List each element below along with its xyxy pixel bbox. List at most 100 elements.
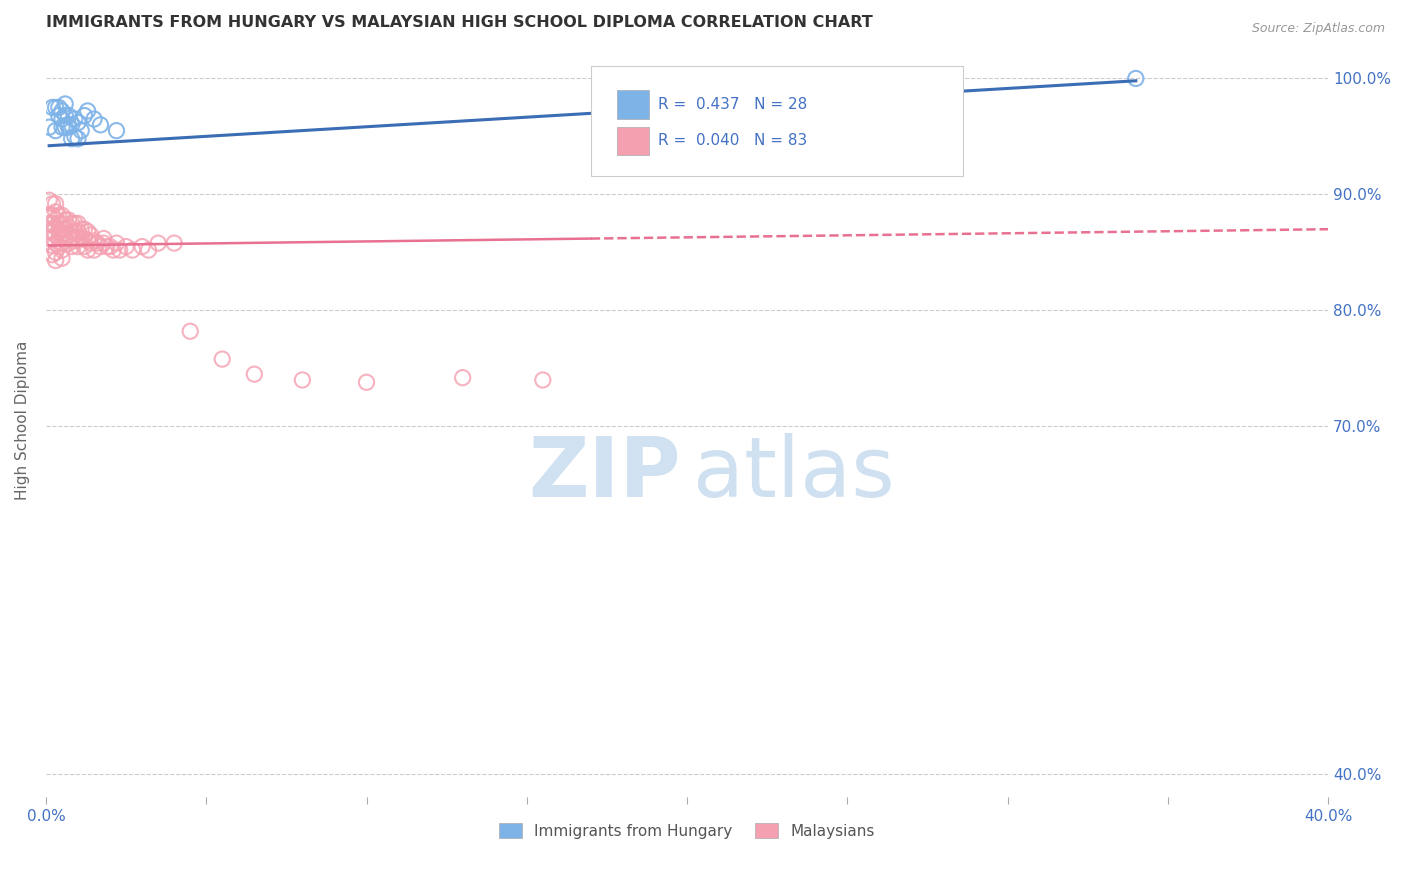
Point <box>98 239 121 253</box>
Point <box>53 213 76 227</box>
Point <box>60 239 83 253</box>
Point <box>80 227 103 242</box>
Text: IMMIGRANTS FROM HUNGARY VS MALAYSIAN HIGH SCHOOL DIPLOMA CORRELATION CHART: IMMIGRANTS FROM HUNGARY VS MALAYSIAN HIG… <box>46 15 873 30</box>
Point <box>96 239 118 253</box>
Point <box>60 225 83 239</box>
Point <box>66 231 89 245</box>
Point <box>48 216 70 230</box>
Point <box>53 109 76 123</box>
Point <box>131 239 153 253</box>
Point <box>80 236 103 251</box>
Point <box>58 213 80 227</box>
Point <box>531 373 554 387</box>
Point <box>38 231 60 245</box>
Point <box>58 219 80 234</box>
Point <box>70 231 93 245</box>
Point <box>63 225 86 239</box>
Point <box>163 236 186 251</box>
Point <box>41 238 63 252</box>
Point <box>45 123 67 137</box>
Point <box>41 100 63 114</box>
Point <box>38 193 60 207</box>
Point <box>66 132 89 146</box>
Point <box>48 239 70 253</box>
Point <box>48 231 70 245</box>
FancyBboxPatch shape <box>591 66 963 176</box>
Point <box>51 120 73 135</box>
Point <box>60 118 83 132</box>
Point <box>48 225 70 239</box>
Point <box>73 222 96 236</box>
Text: R =  0.437   N = 28: R = 0.437 N = 28 <box>658 97 807 112</box>
Legend: Immigrants from Hungary, Malaysians: Immigrants from Hungary, Malaysians <box>492 815 883 847</box>
Point <box>38 208 60 222</box>
Point <box>66 239 89 253</box>
Point <box>41 196 63 211</box>
Point <box>76 243 98 257</box>
Point <box>115 239 138 253</box>
Point <box>41 225 63 239</box>
Point <box>105 123 128 137</box>
Point <box>73 239 96 253</box>
Point <box>66 216 89 230</box>
Point <box>83 243 105 257</box>
Point <box>58 109 80 123</box>
Point <box>73 231 96 245</box>
Point <box>45 213 67 227</box>
Text: ZIP: ZIP <box>529 433 681 514</box>
Point <box>108 243 131 257</box>
Point <box>38 120 60 135</box>
Point <box>51 112 73 126</box>
Point <box>53 231 76 245</box>
Point <box>1125 71 1147 86</box>
Point <box>60 132 83 146</box>
Point <box>146 236 169 251</box>
Point <box>73 109 96 123</box>
Point <box>45 245 67 260</box>
Point <box>45 236 67 251</box>
Point <box>291 373 314 387</box>
Point <box>45 100 67 114</box>
Point <box>105 236 128 251</box>
Point <box>70 222 93 236</box>
Point <box>58 236 80 251</box>
Point <box>58 118 80 132</box>
Point <box>58 120 80 135</box>
Point <box>66 225 89 239</box>
Point <box>45 253 67 268</box>
Point <box>51 216 73 230</box>
Point <box>76 225 98 239</box>
Point <box>76 234 98 248</box>
Point <box>451 370 474 384</box>
Point <box>63 216 86 230</box>
Point <box>60 231 83 245</box>
Point <box>53 97 76 112</box>
Bar <box>617 127 648 155</box>
Point <box>53 222 76 236</box>
Point <box>45 204 67 219</box>
Point <box>121 243 143 257</box>
Point <box>83 112 105 126</box>
Point <box>76 103 98 118</box>
Point <box>89 239 111 253</box>
Point <box>63 129 86 144</box>
Point <box>66 115 89 129</box>
Point <box>63 112 86 126</box>
Point <box>48 109 70 123</box>
Point <box>45 196 67 211</box>
Point <box>243 367 266 381</box>
Point <box>48 100 70 114</box>
Point <box>63 234 86 248</box>
Point <box>51 208 73 222</box>
Point <box>41 208 63 222</box>
Point <box>58 227 80 242</box>
Text: Source: ZipAtlas.com: Source: ZipAtlas.com <box>1251 22 1385 36</box>
Point <box>179 324 201 338</box>
Point <box>48 208 70 222</box>
Point <box>103 243 125 257</box>
Point <box>38 225 60 239</box>
Bar <box>617 90 648 119</box>
Point <box>211 352 233 367</box>
Point <box>51 227 73 242</box>
Point <box>93 231 115 245</box>
